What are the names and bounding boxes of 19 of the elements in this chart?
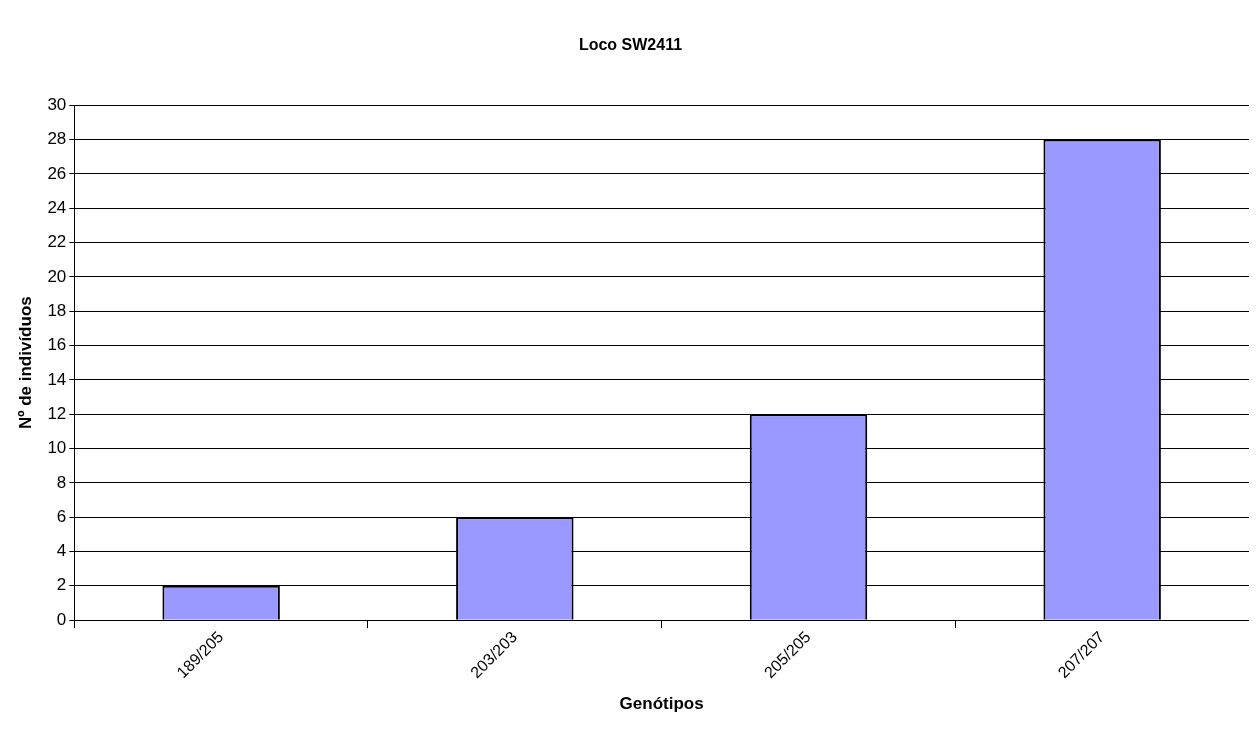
y-tick-label: 20 — [47, 266, 67, 286]
y-tick-label: 10 — [47, 438, 67, 458]
y-tick-label: 22 — [47, 232, 67, 252]
y-tick-label: 26 — [47, 163, 67, 183]
y-tick-label: 14 — [47, 369, 67, 389]
x-axis-title: Genótipos — [619, 694, 704, 714]
y-tick-label: 2 — [56, 575, 67, 595]
y-axis-title: Nº de indivíduos — [15, 296, 35, 430]
y-tick-label: 30 — [47, 94, 67, 114]
y-tick-label: 16 — [47, 335, 67, 355]
y-tick-label: 0 — [56, 609, 67, 629]
y-tick-label: 4 — [56, 541, 67, 561]
y-tick-label: 28 — [47, 129, 67, 149]
chart-title: Loco SW2411 — [578, 36, 683, 54]
y-tick-label: 12 — [47, 403, 67, 423]
y-tick-label: 18 — [47, 300, 67, 320]
y-tick-label: 24 — [47, 197, 67, 217]
y-tick-label: 8 — [56, 472, 67, 492]
y-tick-label: 6 — [56, 506, 67, 526]
